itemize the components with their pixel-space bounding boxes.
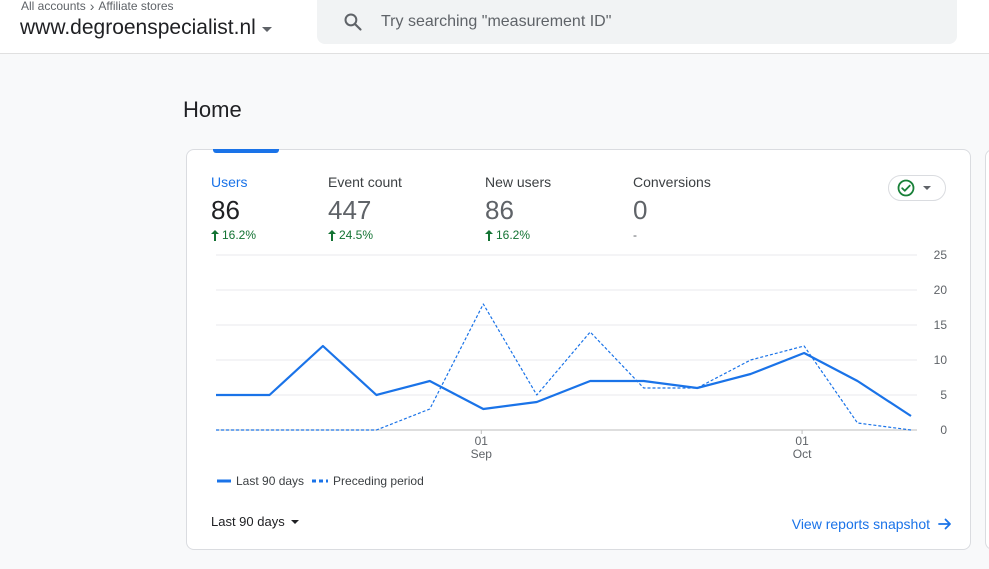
dropdown-arrow-icon	[261, 27, 272, 32]
top-bar: All accounts › Affiliate stores www.degr…	[0, 0, 989, 54]
chevron-right-icon: ›	[89, 0, 95, 14]
x-tick-month: Oct	[793, 447, 812, 461]
metric-event-count[interactable]: Event count 447 24.5%	[328, 174, 402, 242]
metric-change: 16.2%	[485, 228, 551, 242]
breadcrumb[interactable]: All accounts › Affiliate stores	[21, 0, 174, 13]
search-icon	[344, 13, 362, 31]
metric-change-value: -	[633, 228, 637, 242]
metric-label: Users	[211, 174, 248, 190]
y-tick-label: 0	[940, 423, 947, 437]
metric-value: 0	[633, 195, 648, 225]
date-range-selector[interactable]: Last 90 days	[211, 514, 299, 529]
metric-change: 24.5%	[328, 228, 402, 242]
arrow-up-icon	[485, 229, 493, 241]
legend-label: Preceding period	[333, 474, 424, 488]
x-tick-day: 01	[475, 434, 489, 448]
y-tick-label: 20	[934, 283, 948, 297]
metric-value: 86	[211, 195, 240, 225]
check-circle-icon	[897, 179, 915, 197]
next-card-edge	[985, 149, 989, 550]
metric-change-value: 16.2%	[222, 228, 257, 242]
metric-label: Conversions	[633, 174, 711, 190]
chart-series	[216, 303, 912, 431]
metric-value: 86	[485, 195, 514, 225]
dropdown-arrow-icon	[290, 519, 299, 524]
view-reports-label: View reports snapshot	[791, 516, 930, 532]
users-line-chart: 0 5 10 15 20 25 01Sep01Oct01Nov	[216, 250, 948, 461]
chart-legend: Last 90 days Preceding period	[217, 474, 424, 488]
legend-dashed-line-icon	[312, 479, 329, 483]
x-tick-day: 01	[795, 434, 809, 448]
page-title: Home	[183, 97, 242, 122]
view-reports-snapshot-link[interactable]: View reports snapshot	[792, 516, 952, 532]
metric-label: New users	[485, 174, 552, 190]
metric-change: 16.2%	[211, 228, 256, 242]
arrow-up-icon	[328, 229, 336, 241]
arrow-right-icon	[938, 518, 951, 530]
y-tick-label: 5	[940, 388, 947, 402]
breadcrumb-all-accounts[interactable]: All accounts	[21, 0, 86, 13]
metric-conversions[interactable]: Conversions 0 -	[633, 174, 711, 242]
legend-label: Last 90 days	[236, 474, 305, 488]
metric-change-value: 24.5%	[339, 228, 374, 242]
y-tick-label: 25	[934, 250, 948, 262]
search-input[interactable]	[379, 12, 903, 32]
series-line-preceding-period	[216, 303, 912, 431]
metric-change-value: 16.2%	[496, 228, 531, 242]
legend-item-current: Last 90 days	[217, 474, 304, 488]
overview-card: Users 86 16.2% Event count 447 24.5% New…	[186, 149, 971, 550]
search-bar[interactable]	[317, 0, 957, 44]
y-axis-ticks: 0 5 10 15 20 25	[934, 250, 948, 437]
legend-solid-line-icon	[217, 479, 231, 483]
metric-value: 447	[328, 195, 372, 225]
x-tick-month: Sep	[471, 447, 493, 461]
metric-change: -	[633, 228, 711, 242]
chevron-down-icon	[923, 186, 931, 190]
metric-label: Event count	[328, 174, 402, 190]
y-tick-label: 10	[934, 353, 948, 367]
property-name: www.degroenspecialist.nl	[20, 16, 256, 39]
metric-new-users[interactable]: New users 86 16.2%	[485, 174, 551, 242]
active-tab-indicator	[213, 149, 279, 153]
metric-users[interactable]: Users 86 16.2%	[211, 174, 256, 242]
chart-grid	[216, 254, 917, 431]
property-selector[interactable]: www.degroenspecialist.nl	[20, 16, 272, 40]
date-range-label: Last 90 days	[211, 514, 285, 529]
data-quality-button[interactable]	[888, 175, 946, 201]
arrow-up-icon	[211, 229, 219, 241]
legend-item-previous: Preceding period	[312, 474, 424, 488]
x-axis-ticks: 01Sep01Oct01Nov	[471, 430, 812, 461]
breadcrumb-account[interactable]: Affiliate stores	[98, 0, 174, 13]
series-line-last-90-days	[216, 344, 912, 417]
y-tick-label: 15	[934, 318, 948, 332]
